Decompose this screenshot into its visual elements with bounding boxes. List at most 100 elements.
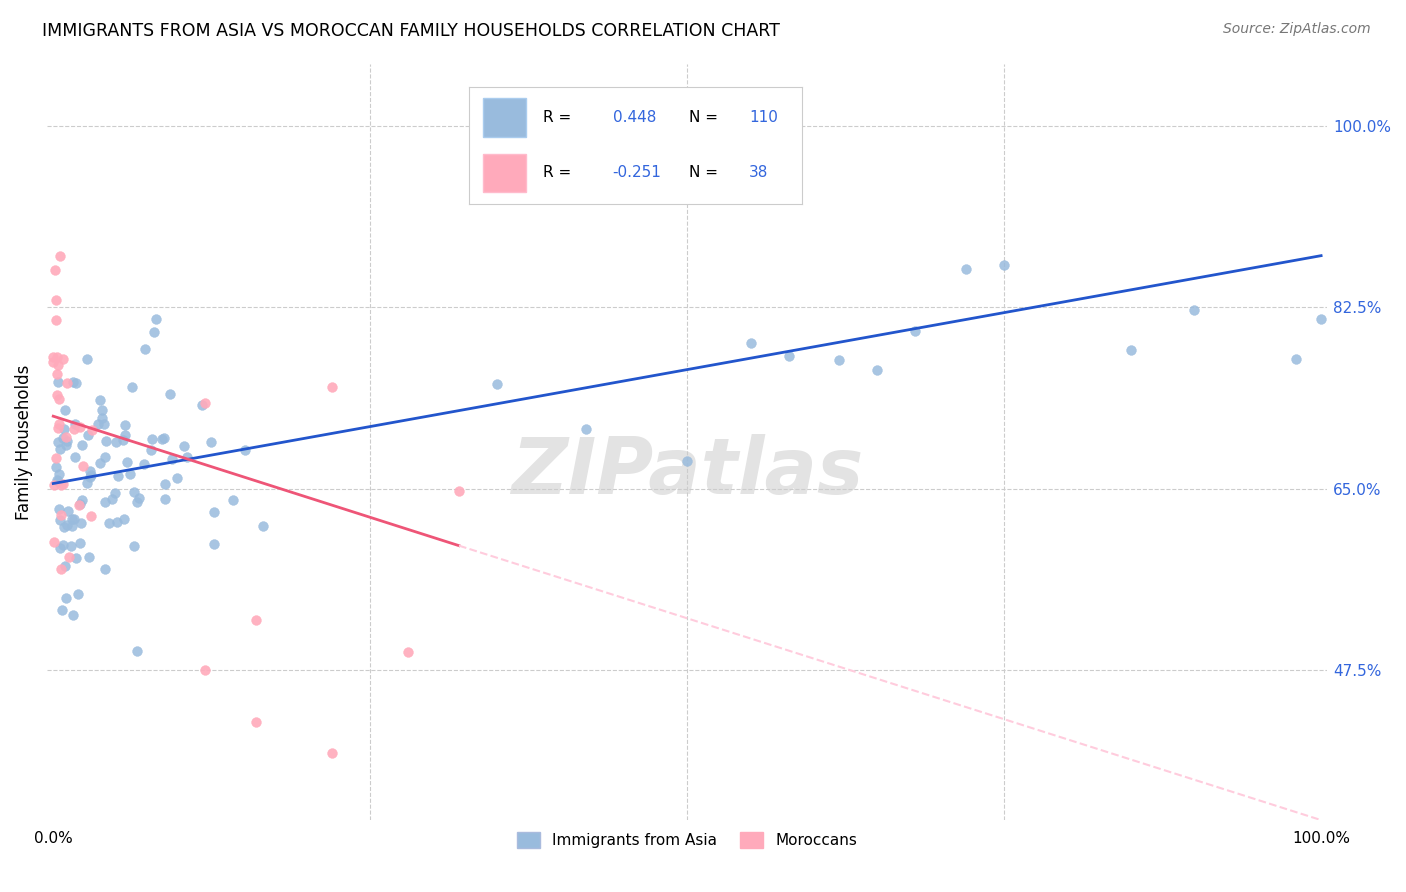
Point <box>79 464 101 478</box>
Point <box>153 431 176 445</box>
Point <box>53 422 76 436</box>
Point <box>48 392 70 406</box>
Point <box>72 459 94 474</box>
Point <box>396 645 419 659</box>
Text: ZIPatlas: ZIPatlas <box>510 434 863 510</box>
Point <box>56 503 79 517</box>
Point <box>139 442 162 457</box>
Point <box>485 376 508 391</box>
Point <box>166 471 188 485</box>
Point <box>46 358 69 372</box>
Point <box>62 422 84 436</box>
Point <box>65 450 87 465</box>
Point <box>866 363 889 377</box>
Point <box>87 417 110 431</box>
Point <box>828 352 851 367</box>
Point <box>69 536 91 550</box>
Point <box>96 434 118 449</box>
Point <box>125 644 148 658</box>
Point <box>51 603 73 617</box>
Point <box>153 477 176 491</box>
Point <box>105 435 128 450</box>
Point <box>46 474 69 488</box>
Point <box>76 476 98 491</box>
Point <box>79 470 101 484</box>
Point <box>575 422 598 436</box>
Point <box>80 423 103 437</box>
Point <box>53 403 76 417</box>
Point <box>200 434 222 449</box>
Point <box>60 539 83 553</box>
Point <box>91 403 114 417</box>
Point <box>49 442 72 457</box>
Text: Source: ZipAtlas.com: Source: ZipAtlas.com <box>1223 22 1371 37</box>
Point <box>66 587 89 601</box>
Point <box>77 427 100 442</box>
Point <box>46 350 69 364</box>
Point <box>44 263 66 277</box>
Point <box>48 467 70 482</box>
Point <box>48 502 70 516</box>
Point <box>46 434 69 449</box>
Point <box>52 538 75 552</box>
Point <box>1310 312 1333 326</box>
Point <box>160 452 183 467</box>
Point <box>115 455 138 469</box>
Point <box>97 516 120 531</box>
Point <box>70 492 93 507</box>
Point <box>49 513 72 527</box>
Point <box>80 467 103 482</box>
Point <box>321 380 343 394</box>
Point <box>778 350 800 364</box>
Point <box>103 486 125 500</box>
Point <box>70 516 93 530</box>
Point <box>42 534 65 549</box>
Point <box>222 493 245 508</box>
Point <box>44 460 66 475</box>
Point <box>49 477 72 491</box>
Point <box>91 411 114 425</box>
Point <box>52 476 75 491</box>
Point <box>63 512 86 526</box>
Point <box>65 376 87 390</box>
Point <box>44 478 66 492</box>
Point <box>1119 343 1142 358</box>
Point <box>245 714 267 729</box>
Point <box>173 439 195 453</box>
Point <box>252 519 274 533</box>
Point <box>45 313 67 327</box>
Point <box>132 457 155 471</box>
Point <box>48 249 70 263</box>
Point <box>702 119 724 133</box>
Point <box>49 562 72 576</box>
Legend: Immigrants from Asia, Moroccans: Immigrants from Asia, Moroccans <box>510 826 863 854</box>
Point <box>159 387 181 401</box>
Point <box>70 438 93 452</box>
Point <box>80 509 103 524</box>
Point <box>53 559 76 574</box>
Point <box>76 351 98 366</box>
Point <box>190 398 212 412</box>
Point <box>48 417 70 432</box>
Point <box>45 293 67 307</box>
Point <box>46 473 69 487</box>
Point <box>121 380 143 394</box>
Point <box>62 376 84 390</box>
Point <box>143 325 166 339</box>
Point <box>120 467 142 481</box>
Y-axis label: Family Households: Family Households <box>15 365 32 520</box>
Point <box>46 375 69 389</box>
Point <box>94 495 117 509</box>
Point <box>202 505 225 519</box>
Point <box>321 746 343 760</box>
Point <box>145 311 167 326</box>
Point <box>93 417 115 431</box>
Point <box>447 483 470 498</box>
Point <box>128 491 150 505</box>
Point <box>141 432 163 446</box>
Point <box>105 515 128 529</box>
Point <box>63 417 86 431</box>
Point <box>114 417 136 432</box>
Point <box>155 491 177 506</box>
Point <box>52 431 75 445</box>
